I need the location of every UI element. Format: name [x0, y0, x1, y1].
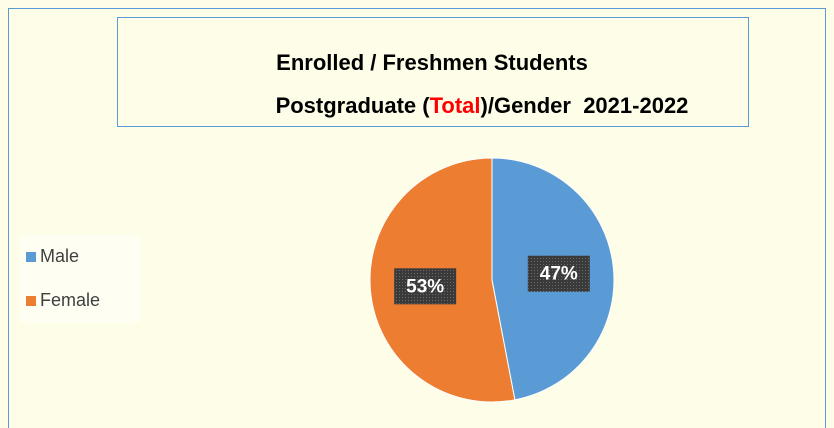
- subtitle-part: )/Gender 2021-2022: [481, 93, 689, 118]
- data-label: 53%: [406, 276, 444, 297]
- legend-swatch: [26, 296, 36, 306]
- chart-title: Enrolled / Freshmen Students: [276, 50, 588, 75]
- title-box: [117, 17, 749, 127]
- data-label-box: [527, 255, 590, 292]
- chart-border: [8, 8, 826, 428]
- legend-label: Female: [40, 290, 100, 310]
- legend-box: [20, 235, 140, 323]
- data-label-box: [394, 268, 457, 305]
- chart-subtitle: Postgraduate (Total)/Gender 2021-2022: [276, 93, 689, 118]
- subtitle-part: Total: [430, 93, 481, 118]
- subtitle-part: Postgraduate (: [276, 93, 431, 118]
- legend-label: Male: [40, 246, 79, 266]
- legend-swatch: [26, 252, 36, 262]
- data-label: 47%: [540, 264, 578, 285]
